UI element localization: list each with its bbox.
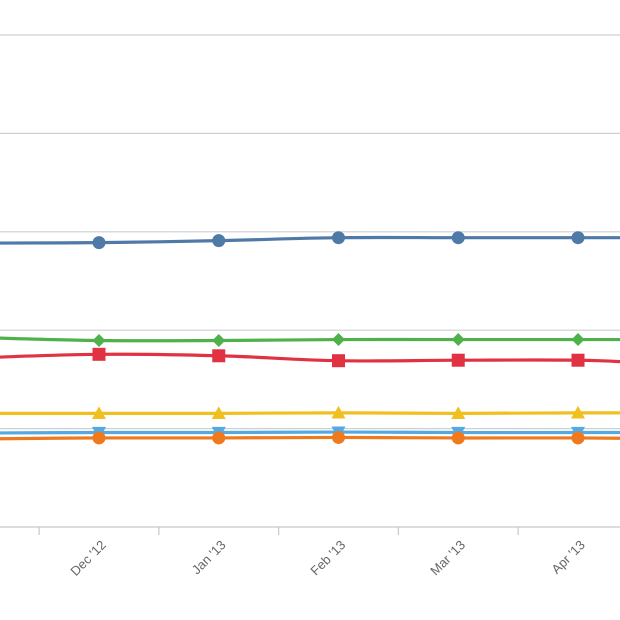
x-tick-label: Feb '13 [307,537,348,578]
data-point [332,430,345,444]
data-point [451,353,465,367]
series-3 [0,347,620,368]
x-tick-labels: Dec '12 Jan '13 Feb '13 Mar '13 Apr '13 [67,537,587,578]
series-2 [0,333,620,348]
x-tick-label: Jan '13 [189,537,229,577]
data-point [571,431,585,445]
data-point [92,236,106,250]
series-line [0,411,620,415]
data-point [92,334,106,348]
data-point [332,354,345,368]
data-point [571,231,585,245]
data-point [451,406,466,419]
data-point [451,231,465,245]
data-point [212,349,226,363]
x-tick-label: Mar '13 [427,537,468,578]
data-point [332,333,345,347]
data-point [92,347,106,361]
data-point [212,431,226,445]
data-point [571,333,585,347]
data-point [212,334,226,348]
grid-layer [0,34,620,430]
x-tick-label: Apr '13 [548,537,587,576]
series-1 [0,231,620,250]
data-point [212,234,226,248]
data-point [332,231,345,245]
series-4 [0,405,620,419]
x-tick-label: Dec '12 [67,537,108,578]
data-point [92,431,106,445]
data-point [571,353,585,367]
data-point [451,431,465,445]
data-point [211,406,226,419]
data-point [92,406,106,419]
data-point [571,405,585,419]
series-6 [0,430,620,445]
series-line [0,430,620,435]
series-layer [0,231,620,445]
data-point [331,405,346,419]
x-axis [0,526,620,535]
data-point [451,333,465,347]
